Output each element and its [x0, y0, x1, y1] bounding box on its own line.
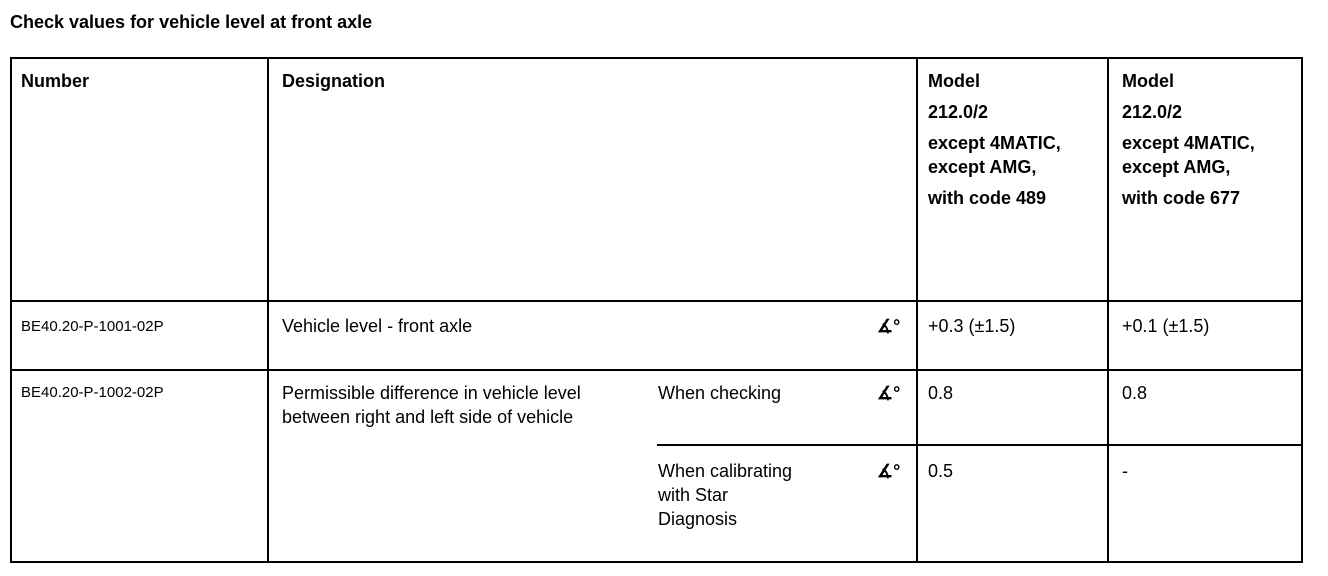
- header-line: with code 677: [1122, 188, 1241, 208]
- header-line: except 4MATIC,: [928, 133, 1061, 153]
- condition-line: with Star: [658, 485, 729, 505]
- header-line: except AMG,: [1122, 157, 1231, 177]
- header-model-489: Model 212.0/2 except 4MATIC, except AMG,…: [928, 69, 1061, 210]
- condition-checking: When checking: [658, 383, 782, 403]
- row-number: BE40.20-P-1002-02P: [21, 384, 164, 401]
- page-title: Check values for vehicle level at front …: [10, 12, 373, 32]
- designation-line: between right and left side of vehicle: [282, 407, 574, 427]
- header-model-677: Model 212.0/2 except 4MATIC, except AMG,…: [1122, 69, 1255, 210]
- header-line: 212.0/2: [1122, 102, 1183, 122]
- designation-line: Permissible difference in vehicle level: [282, 383, 581, 403]
- angle-degree-icon: ∡°: [877, 383, 901, 403]
- check-values-table: [10, 57, 1303, 563]
- value-model-489: +0.3 (±1.5): [928, 316, 1016, 336]
- value-model-489: 0.5: [928, 461, 954, 481]
- divider: [657, 444, 1303, 446]
- header-line: with code 489: [928, 188, 1047, 208]
- value-model-677: +0.1 (±1.5): [1122, 316, 1210, 336]
- header-line: Model: [928, 71, 980, 91]
- condition-line: When calibrating: [658, 461, 793, 481]
- row-number: BE40.20-P-1001-02P: [21, 318, 164, 335]
- divider: [10, 300, 1303, 302]
- header-line: except AMG,: [928, 157, 1037, 177]
- divider: [916, 57, 918, 563]
- divider: [10, 369, 1303, 371]
- header-designation: Designation: [282, 71, 386, 91]
- value-model-677: -: [1122, 461, 1128, 481]
- angle-degree-icon: ∡°: [877, 316, 901, 336]
- header-number: Number: [21, 71, 90, 91]
- header-line: Model: [1122, 71, 1174, 91]
- value-model-677: 0.8: [1122, 383, 1148, 403]
- condition-line: Diagnosis: [658, 509, 738, 529]
- row-designation: Vehicle level - front axle: [282, 316, 473, 336]
- header-line: 212.0/2: [928, 102, 989, 122]
- divider: [267, 57, 269, 563]
- angle-degree-icon: ∡°: [877, 461, 901, 481]
- value-model-489: 0.8: [928, 383, 954, 403]
- condition-calibrating: When calibrating with Star Diagnosis: [658, 459, 792, 531]
- row-designation: Permissible difference in vehicle level …: [282, 381, 581, 429]
- header-line: except 4MATIC,: [1122, 133, 1255, 153]
- divider: [1107, 57, 1109, 563]
